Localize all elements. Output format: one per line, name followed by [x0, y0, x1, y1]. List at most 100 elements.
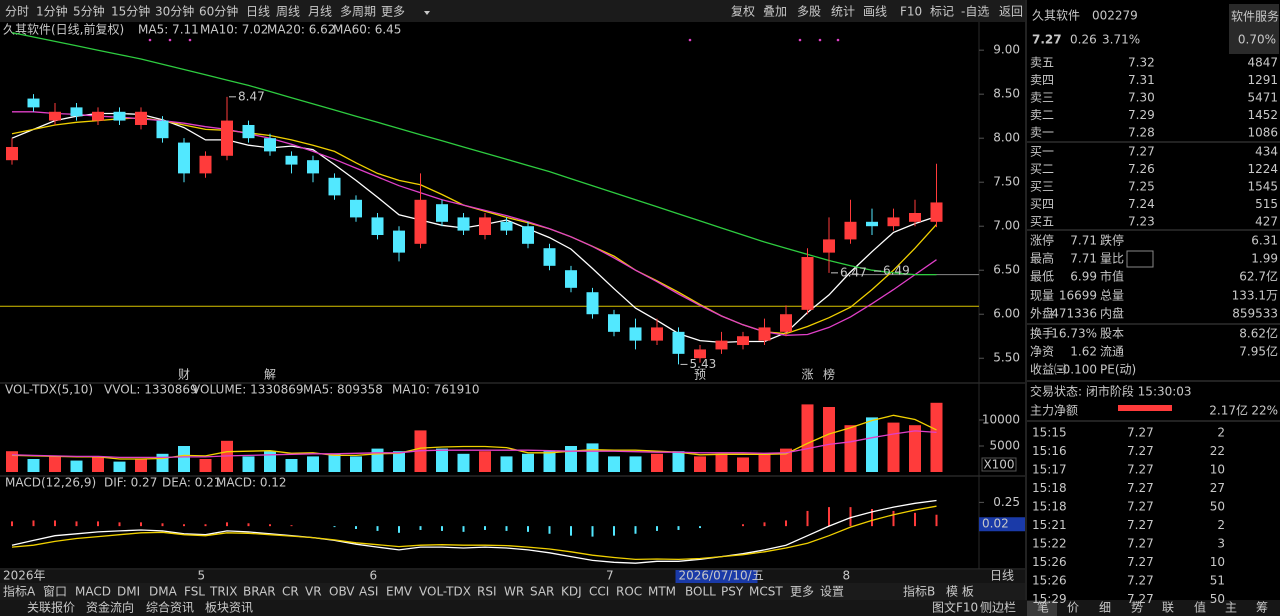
- volume-bar: [113, 461, 126, 472]
- tool-button[interactable]: -自选: [961, 5, 989, 19]
- quote-tab[interactable]: 主: [1225, 601, 1237, 615]
- candle-body: [586, 292, 599, 315]
- x-axis-bg: [0, 570, 1025, 583]
- info-tab[interactable]: 资金流向: [86, 600, 134, 615]
- stat-label: 跌停: [1100, 233, 1124, 248]
- indicator-tab[interactable]: MTM: [648, 585, 676, 599]
- info-tab[interactable]: 板块资讯: [205, 601, 253, 615]
- tool-button[interactable]: 多股: [797, 5, 821, 19]
- candle-body: [27, 98, 40, 108]
- event-marker[interactable]: 解: [264, 368, 276, 382]
- y-tick-label: 5000: [989, 438, 1020, 452]
- candle-body: [457, 217, 470, 231]
- quote-tab[interactable]: 值: [1194, 600, 1206, 615]
- tool-button[interactable]: 返回: [999, 5, 1023, 19]
- tool-button[interactable]: 标记: [930, 5, 954, 19]
- period-tab[interactable]: 更多: [381, 5, 405, 19]
- period-tab[interactable]: 多周期: [340, 5, 376, 19]
- indicator-tab[interactable]: 指标A: [3, 584, 36, 599]
- period-tab[interactable]: 1分钟: [36, 4, 68, 19]
- stat-value: 8.62亿: [1239, 326, 1278, 341]
- sector-name[interactable]: 软件服务: [1231, 9, 1279, 24]
- tick-time: 15:22: [1032, 537, 1067, 551]
- period-tab[interactable]: 15分钟: [111, 4, 150, 19]
- indicator-tab[interactable]: WR: [504, 585, 524, 599]
- quote-tab[interactable]: 联: [1162, 601, 1174, 615]
- tool-button[interactable]: F10: [900, 5, 922, 19]
- x-tick-label: 2026年: [3, 569, 46, 583]
- tool-button[interactable]: 复权: [731, 5, 755, 19]
- volume-bar: [70, 460, 83, 472]
- tool-button[interactable]: 画线: [863, 5, 887, 19]
- indicator-tab[interactable]: MCST: [749, 585, 783, 599]
- indicator-tab[interactable]: 指标B: [903, 584, 935, 599]
- indicator-tab[interactable]: DMI: [117, 585, 140, 599]
- period-tab[interactable]: 分时: [5, 5, 29, 19]
- indicator-tab[interactable]: 模 板: [946, 585, 974, 599]
- indicator-tab[interactable]: DMA: [149, 585, 178, 599]
- info-tab[interactable]: 综合资讯: [146, 600, 194, 615]
- indicator-tab[interactable]: TRIX: [209, 585, 237, 599]
- indicator-tab[interactable]: BRAR: [243, 585, 276, 599]
- quote-tab[interactable]: 势: [1131, 601, 1143, 615]
- info-tab[interactable]: 侧边栏: [980, 600, 1016, 615]
- tool-button[interactable]: 统计: [831, 5, 855, 19]
- indicator-tab[interactable]: OBV: [329, 585, 355, 599]
- indicator-tab[interactable]: BOLL: [685, 585, 716, 599]
- indicator-tab[interactable]: PSY: [721, 585, 744, 599]
- indicator-tab[interactable]: MACD: [75, 585, 111, 599]
- candle-body: [371, 217, 384, 236]
- legend-entry: MA10: 7.02: [200, 23, 268, 37]
- indicator-tab[interactable]: 更多: [790, 585, 814, 599]
- event-marker[interactable]: 涨: [801, 367, 813, 382]
- quote-tab[interactable]: 笔: [1037, 600, 1049, 615]
- volume-bar: [887, 422, 900, 472]
- book-volume: 1452: [1247, 108, 1278, 122]
- period-tab[interactable]: 5分钟: [73, 4, 105, 19]
- panel-title: MACD(12,26,9): [5, 476, 96, 490]
- period-tab[interactable]: 周线: [276, 5, 300, 19]
- period-tab[interactable]: 60分钟: [199, 4, 238, 19]
- period-tab[interactable]: 月线: [308, 5, 332, 19]
- event-marker[interactable]: 预: [694, 368, 706, 382]
- indicator-tab[interactable]: EMV: [386, 585, 413, 599]
- period-tab[interactable]: 30分钟: [155, 4, 194, 19]
- tick-price: 7.27: [1127, 463, 1154, 477]
- indicator-tab[interactable]: CCI: [589, 585, 609, 599]
- indicator-tab[interactable]: FSL: [184, 585, 205, 599]
- stat-label: 现量: [1030, 289, 1054, 303]
- indicator-tab[interactable]: VR: [305, 585, 322, 599]
- volume-ma-line: [11, 414, 937, 460]
- volume-bar: [608, 456, 620, 472]
- y-tick-label: 8.50: [993, 87, 1020, 101]
- candle-body: [909, 213, 921, 222]
- annotation-label: 8.47: [238, 89, 265, 103]
- indicator-tab[interactable]: 窗口: [43, 585, 67, 599]
- stat-value: 471336: [1051, 307, 1097, 321]
- macd-marker-label: 0.02: [982, 517, 1009, 531]
- stat-label: 量比: [1100, 252, 1124, 266]
- info-tab[interactable]: 关联报价: [27, 600, 75, 615]
- x-tick-label: 8: [843, 569, 851, 583]
- sector-box[interactable]: [1229, 4, 1279, 54]
- event-marker[interactable]: 榜: [823, 367, 835, 382]
- indicator-tab[interactable]: SAR: [530, 585, 554, 599]
- volume-bar: [242, 456, 255, 472]
- indicator-tab[interactable]: CR: [282, 585, 299, 599]
- unit-box: [981, 457, 1017, 472]
- indicator-tab[interactable]: KDJ: [561, 585, 582, 599]
- indicator-tab[interactable]: VOL-TDX: [419, 585, 471, 599]
- indicator-tab[interactable]: ROC: [616, 585, 642, 599]
- indicator-tab[interactable]: ASI: [359, 585, 378, 599]
- quote-tab[interactable]: 细: [1099, 601, 1111, 615]
- info-tab[interactable]: 图文F10: [932, 600, 978, 615]
- tick-time: 15:17: [1032, 463, 1067, 477]
- quote-tab[interactable]: 价: [1067, 601, 1079, 615]
- event-marker[interactable]: 财: [178, 368, 190, 382]
- indicator-tab[interactable]: 设置: [820, 585, 844, 599]
- quote-tab[interactable]: 筹: [1256, 601, 1268, 615]
- tool-button[interactable]: 叠加: [763, 5, 787, 19]
- period-tab[interactable]: 日线: [246, 5, 270, 19]
- indicator-tab[interactable]: RSI: [477, 585, 497, 599]
